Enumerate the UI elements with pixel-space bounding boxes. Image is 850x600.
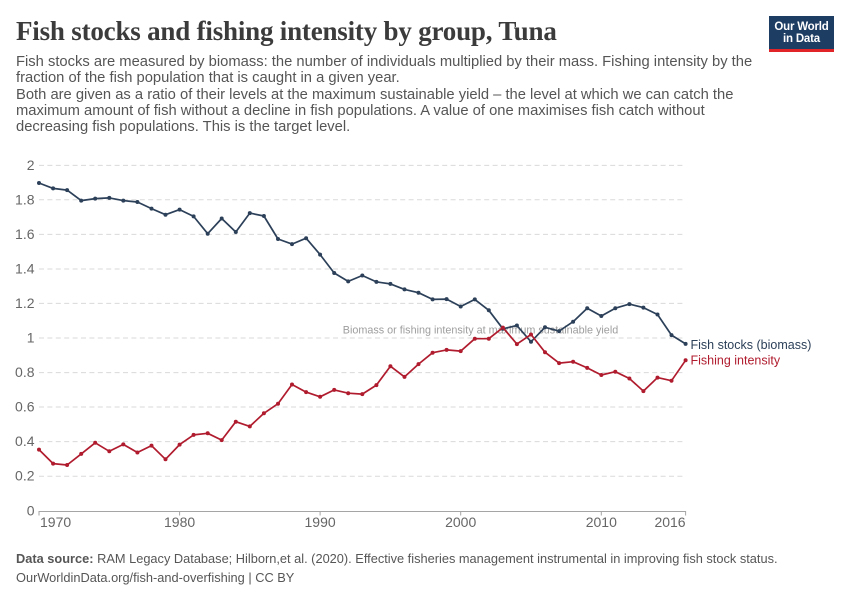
- svg-text:1970: 1970: [40, 514, 71, 530]
- svg-text:0.6: 0.6: [15, 399, 35, 415]
- svg-text:1.2: 1.2: [15, 295, 35, 311]
- svg-text:1.6: 1.6: [15, 226, 35, 242]
- svg-text:1.8: 1.8: [15, 191, 35, 207]
- svg-text:1: 1: [27, 330, 35, 346]
- svg-text:2016: 2016: [654, 514, 685, 530]
- svg-text:1980: 1980: [164, 514, 195, 530]
- svg-text:0.4: 0.4: [15, 433, 35, 449]
- svg-text:0.2: 0.2: [15, 468, 35, 484]
- svg-text:0: 0: [27, 503, 35, 519]
- svg-text:0.8: 0.8: [15, 364, 35, 380]
- svg-text:Biomass or fishing intensity a: Biomass or fishing intensity at maximum …: [343, 325, 618, 337]
- svg-text:2010: 2010: [586, 514, 617, 530]
- svg-text:Fishing intensity: Fishing intensity: [691, 354, 781, 368]
- svg-text:2000: 2000: [445, 514, 476, 530]
- svg-text:1990: 1990: [305, 514, 336, 530]
- svg-text:1.4: 1.4: [15, 261, 35, 277]
- svg-text:2: 2: [27, 157, 35, 173]
- svg-text:Fish stocks (biomass): Fish stocks (biomass): [691, 338, 812, 352]
